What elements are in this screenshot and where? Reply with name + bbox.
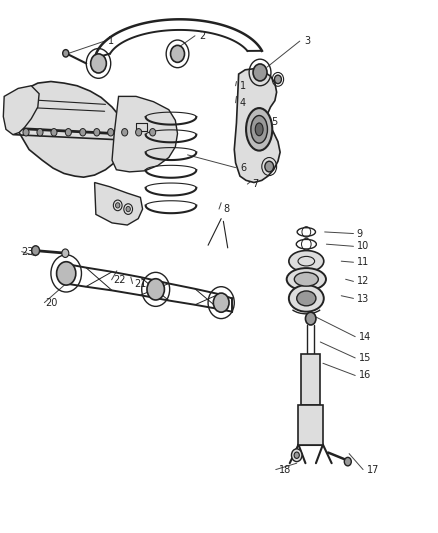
Text: 3: 3 (304, 36, 310, 46)
Text: 14: 14 (359, 332, 371, 342)
Circle shape (94, 128, 100, 136)
Text: 1: 1 (240, 81, 246, 91)
Circle shape (108, 128, 114, 136)
Ellipse shape (289, 285, 324, 312)
Text: 7: 7 (252, 179, 258, 189)
Ellipse shape (297, 291, 316, 306)
Text: 11: 11 (357, 257, 369, 267)
Text: 12: 12 (357, 277, 369, 286)
Text: 13: 13 (357, 294, 369, 304)
Polygon shape (4, 86, 39, 135)
Circle shape (91, 54, 106, 73)
Text: 15: 15 (359, 353, 371, 363)
Circle shape (170, 45, 184, 62)
Circle shape (51, 128, 57, 136)
Circle shape (122, 128, 128, 136)
Circle shape (37, 128, 43, 136)
Circle shape (57, 262, 76, 285)
Circle shape (305, 312, 316, 325)
Text: 4: 4 (240, 98, 246, 108)
Text: 5: 5 (272, 117, 278, 127)
Text: 16: 16 (359, 370, 371, 381)
Circle shape (23, 128, 29, 136)
Ellipse shape (255, 123, 263, 136)
Circle shape (116, 203, 120, 208)
Text: 9: 9 (357, 229, 363, 239)
Circle shape (126, 206, 131, 212)
Ellipse shape (289, 251, 324, 272)
FancyBboxPatch shape (298, 405, 323, 445)
Text: 19: 19 (149, 286, 161, 295)
FancyBboxPatch shape (301, 354, 320, 405)
Text: 22: 22 (113, 275, 126, 285)
Circle shape (275, 75, 282, 84)
Ellipse shape (294, 272, 318, 286)
Text: 23: 23 (21, 247, 34, 256)
Polygon shape (234, 69, 280, 182)
Text: 8: 8 (223, 204, 230, 214)
Circle shape (136, 128, 142, 136)
Text: 17: 17 (367, 465, 379, 474)
Text: 6: 6 (240, 163, 246, 173)
Circle shape (63, 50, 69, 57)
Text: 20: 20 (45, 297, 58, 308)
Ellipse shape (246, 108, 272, 151)
Text: 10: 10 (357, 241, 369, 251)
Circle shape (150, 128, 155, 136)
Text: 2: 2 (199, 31, 205, 41)
Ellipse shape (287, 268, 326, 290)
Text: 1: 1 (108, 36, 114, 46)
Polygon shape (112, 96, 177, 172)
Text: 21: 21 (134, 279, 146, 288)
Text: 18: 18 (279, 465, 292, 474)
Circle shape (291, 449, 302, 462)
Circle shape (65, 128, 71, 136)
Circle shape (294, 452, 299, 458)
Circle shape (113, 200, 122, 211)
Polygon shape (95, 182, 143, 225)
Circle shape (213, 293, 229, 312)
Ellipse shape (251, 116, 268, 143)
Circle shape (253, 64, 267, 81)
Polygon shape (12, 82, 125, 177)
Circle shape (147, 279, 164, 300)
Circle shape (265, 161, 274, 172)
Circle shape (344, 457, 351, 466)
Circle shape (124, 204, 133, 214)
Circle shape (80, 128, 86, 136)
Circle shape (62, 249, 69, 257)
Circle shape (32, 246, 39, 255)
